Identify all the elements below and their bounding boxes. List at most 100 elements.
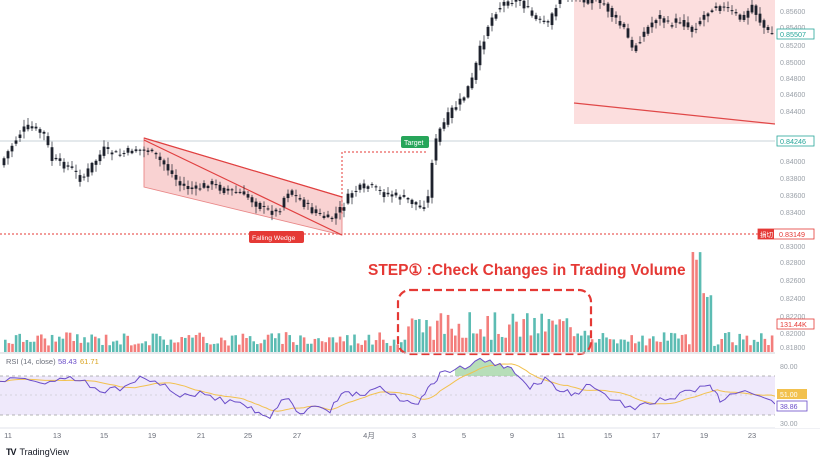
candle-body bbox=[278, 211, 282, 213]
stop-label: 損切 bbox=[760, 230, 774, 239]
volume-bar bbox=[112, 341, 115, 352]
candle-body bbox=[138, 149, 142, 151]
volume-bar bbox=[299, 335, 302, 352]
volume-bar bbox=[421, 332, 425, 352]
candle-body bbox=[62, 161, 66, 169]
volume-bar bbox=[108, 345, 111, 352]
candle-body bbox=[650, 22, 654, 28]
candle-body bbox=[730, 10, 734, 12]
candle-body bbox=[390, 194, 394, 197]
volume-bar bbox=[551, 320, 554, 352]
stop-price-label: 0.83149 bbox=[779, 230, 805, 239]
volume-bar bbox=[569, 327, 572, 352]
volume-bar bbox=[594, 342, 597, 352]
candle-body bbox=[490, 17, 494, 26]
volume-bar bbox=[670, 332, 673, 352]
candle-body bbox=[10, 145, 14, 152]
candle-body bbox=[338, 207, 342, 213]
volume-bar bbox=[324, 342, 327, 352]
stop-label-bg bbox=[758, 229, 774, 239]
candle-body bbox=[658, 14, 662, 19]
candle-body bbox=[254, 201, 258, 207]
volume-bar bbox=[702, 293, 705, 352]
candle-body bbox=[110, 152, 114, 155]
tradingview-logo-icon: TV bbox=[6, 447, 16, 457]
volume-bar bbox=[317, 338, 320, 352]
volume-bar bbox=[706, 296, 709, 352]
volume-bar bbox=[576, 333, 579, 352]
volume-value-label: 131.44K bbox=[780, 320, 807, 329]
volume-bar bbox=[536, 333, 540, 352]
rsi-line bbox=[0, 357, 776, 420]
candle-body bbox=[166, 164, 170, 171]
volume-bar bbox=[598, 339, 601, 352]
candle-body bbox=[734, 12, 738, 14]
pattern-badge-label: Falling Wedge bbox=[252, 235, 296, 242]
candle-body bbox=[214, 184, 218, 186]
volume-bar bbox=[734, 345, 738, 352]
rsi-current-1: 51.00 bbox=[780, 392, 798, 399]
volume-bar bbox=[22, 341, 25, 352]
volume-bar bbox=[25, 339, 29, 352]
candle-body bbox=[146, 150, 150, 152]
volume-bar bbox=[482, 336, 486, 352]
candle-body bbox=[442, 122, 446, 129]
volume-bar bbox=[72, 340, 75, 352]
candle-body bbox=[314, 209, 318, 214]
candle-body bbox=[174, 174, 178, 180]
candle-body bbox=[590, 0, 594, 4]
volume-bar bbox=[47, 345, 50, 352]
volume-bar bbox=[760, 333, 763, 352]
candle-body bbox=[154, 152, 158, 155]
candle-body bbox=[430, 162, 434, 198]
volume-bar bbox=[400, 342, 403, 352]
brand-label: TradingView bbox=[19, 447, 70, 457]
candle-body bbox=[690, 26, 694, 32]
candle-body bbox=[378, 189, 382, 191]
candle-body bbox=[426, 196, 430, 203]
candle-body bbox=[638, 42, 642, 44]
volume-bar bbox=[76, 334, 79, 352]
volume-bar bbox=[522, 319, 525, 352]
volume-bar bbox=[209, 344, 212, 352]
candle-body bbox=[766, 27, 770, 31]
candle-body bbox=[642, 31, 646, 37]
price-tick-label: 0.84400 bbox=[780, 109, 805, 116]
rsi-ma-line bbox=[0, 363, 776, 412]
candle-body bbox=[102, 146, 106, 156]
candle-body bbox=[106, 147, 110, 149]
volume-bar bbox=[580, 335, 583, 352]
volume-bar bbox=[562, 321, 565, 352]
volume-bar bbox=[248, 336, 252, 352]
volume-value-tag bbox=[776, 318, 815, 330]
candle-body bbox=[454, 107, 458, 110]
candle-body bbox=[310, 207, 314, 214]
candle-body bbox=[294, 195, 298, 197]
volume-bar bbox=[32, 341, 36, 352]
volume-bar bbox=[378, 332, 381, 352]
volume-bar bbox=[212, 343, 216, 352]
candle-body bbox=[178, 181, 182, 186]
volume-bar bbox=[11, 343, 14, 352]
price-tick-label: 0.84800 bbox=[780, 76, 805, 83]
candle-body bbox=[70, 166, 74, 168]
volume-bar bbox=[115, 340, 119, 352]
price-axis-ticks: 0.85600 0.85400 0.85200 0.85000 0.84800 0.846… bbox=[780, 9, 805, 352]
volume-bar bbox=[148, 345, 151, 352]
candle-body bbox=[598, 0, 602, 4]
candle-body bbox=[470, 77, 474, 89]
candle-body bbox=[370, 184, 374, 186]
volume-bar bbox=[245, 338, 248, 352]
candle-body bbox=[506, 1, 510, 6]
volume-bar bbox=[616, 343, 619, 352]
candle-body bbox=[466, 86, 470, 98]
volume-bar bbox=[133, 344, 137, 352]
volume-bar bbox=[716, 344, 720, 352]
candle-body bbox=[142, 149, 146, 151]
volume-bar bbox=[338, 336, 342, 352]
time-tick-label: 15 bbox=[604, 431, 612, 440]
candle-body bbox=[198, 188, 202, 190]
annotation-title: STEP① :Check Changes in Trading Volume bbox=[368, 262, 686, 279]
future-range-line bbox=[573, 102, 776, 125]
volume-bar bbox=[234, 335, 237, 352]
